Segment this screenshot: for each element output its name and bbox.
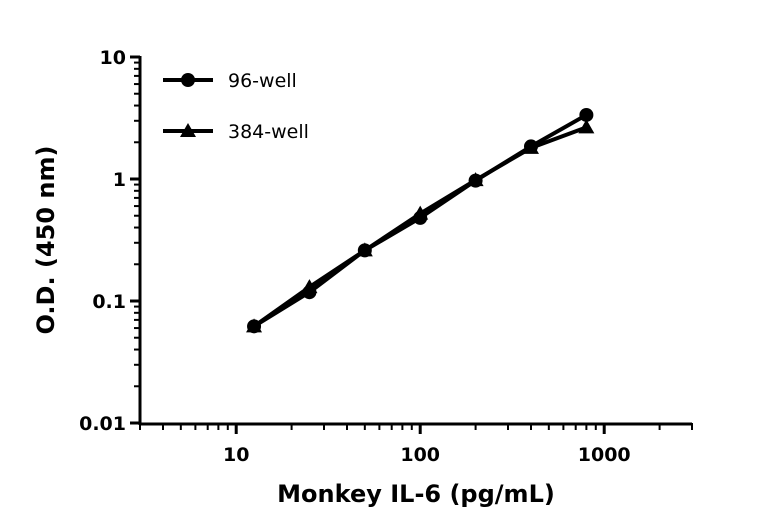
y-tick-label: 1 xyxy=(113,169,126,191)
data-point-384-well xyxy=(467,172,484,187)
axes: 0.01 0.1 1 10 10 100 1000 xyxy=(79,47,693,466)
series-group xyxy=(246,107,595,334)
data-point-384-well xyxy=(301,279,318,294)
data-point-384-well xyxy=(246,318,263,333)
legend-label: 384-well xyxy=(228,121,309,143)
y-tick-label: 10 xyxy=(100,47,126,69)
data-point-384-well xyxy=(356,242,373,257)
legend-marker-triangle xyxy=(180,123,196,137)
legend: 96-well 384-well xyxy=(163,70,309,143)
legend-marker-circle xyxy=(181,73,195,87)
data-point-384-well xyxy=(412,205,429,220)
data-point-96-well xyxy=(579,107,594,122)
x-tick-label: 1000 xyxy=(578,444,631,466)
y-tick-label: 0.1 xyxy=(92,291,126,313)
legend-label: 96-well xyxy=(228,70,297,92)
x-tick-label: 100 xyxy=(400,444,440,466)
y-tick-label: 0.01 xyxy=(79,413,126,435)
x-tick-label: 10 xyxy=(223,444,249,466)
x-axis-label: Monkey IL-6 (pg/mL) xyxy=(277,480,555,508)
y-axis-label: O.D. (450 nm) xyxy=(32,146,60,335)
data-point-384-well xyxy=(578,119,595,134)
data-point-384-well xyxy=(522,139,539,154)
